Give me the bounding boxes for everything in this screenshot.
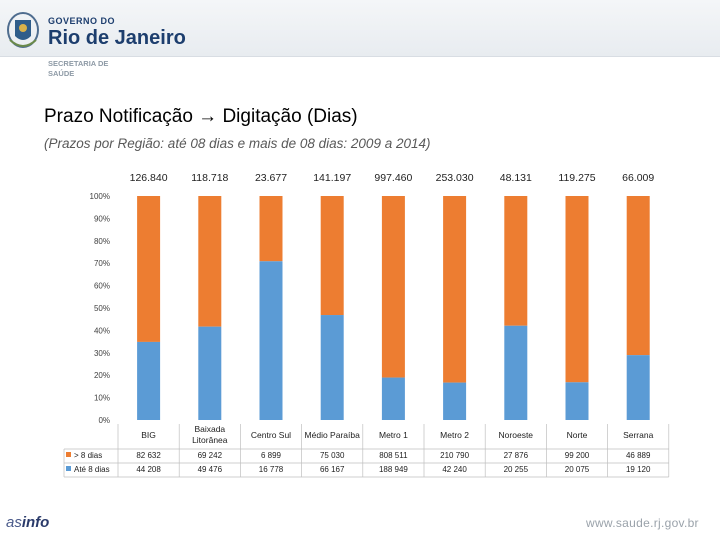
y-tick-label: 80%	[94, 237, 110, 246]
category-label: Centro Sul	[251, 430, 291, 440]
bar-up-to-8	[137, 341, 161, 420]
table-value-up-to-8: 42 240	[442, 465, 467, 474]
table-value-more-than-8: 27 876	[504, 451, 529, 460]
table-value-more-than-8: 6 899	[261, 451, 282, 460]
y-tick-label: 0%	[98, 416, 110, 425]
page-subtitle: (Prazos por Região: até 08 dias e mais d…	[44, 136, 431, 151]
total-label: 141.197	[313, 172, 351, 184]
bar-more-than-8	[259, 196, 283, 262]
asinfo-logo-a: as	[6, 514, 22, 531]
total-label: 66.009	[622, 172, 654, 184]
category-label: Serrana	[623, 430, 654, 440]
total-label: 118.718	[191, 172, 228, 184]
asinfo-logo-b: info	[21, 514, 50, 531]
state-coat-of-arms-icon	[7, 12, 39, 48]
table-value-more-than-8: 69 242	[198, 451, 223, 460]
category-label: Metro 2	[440, 430, 469, 440]
y-tick-label: 60%	[94, 282, 110, 291]
category-label: Noroeste	[499, 430, 534, 440]
category-label: Metro 1	[379, 430, 408, 440]
bar-up-to-8	[381, 377, 405, 420]
table-value-up-to-8: 16 778	[259, 465, 284, 474]
bar-up-to-8	[198, 326, 222, 420]
bar-more-than-8	[381, 196, 405, 378]
y-tick-label: 20%	[94, 371, 110, 380]
legend-swatch-up-to-8	[66, 466, 71, 471]
table-value-more-than-8: 99 200	[565, 451, 590, 460]
bar-more-than-8	[626, 196, 650, 356]
sec-line-1: SECRETARIA DE	[48, 59, 109, 68]
footer-url: www.saude.rj.gov.br	[586, 516, 699, 530]
table-value-up-to-8: 188 949	[379, 465, 408, 474]
asinfo-logo: asinfo	[6, 514, 49, 531]
category-label: Norte	[567, 430, 588, 440]
bar-up-to-8	[626, 355, 650, 420]
table-value-more-than-8: 808 511	[379, 451, 408, 460]
table-value-up-to-8: 19 120	[626, 465, 651, 474]
gov-line-1: GOVERNO DO	[48, 16, 116, 26]
total-label: 23.677	[255, 172, 287, 184]
category-label: BIG	[141, 430, 156, 440]
gov-line-2: Rio de Janeiro	[48, 27, 186, 49]
category-label: Baixada	[194, 424, 225, 434]
total-label: 126.840	[130, 172, 168, 184]
y-tick-label: 90%	[94, 214, 110, 223]
total-label: 119.275	[558, 172, 595, 184]
bar-more-than-8	[443, 196, 467, 383]
bar-more-than-8	[504, 196, 528, 326]
legend-swatch-more-than-8	[66, 452, 71, 457]
bar-more-than-8	[198, 196, 222, 327]
table-value-up-to-8: 20 255	[504, 465, 529, 474]
bar-up-to-8	[443, 382, 467, 420]
table-value-up-to-8: 20 075	[565, 465, 590, 474]
y-tick-label: 30%	[94, 349, 110, 358]
bar-up-to-8	[320, 315, 344, 420]
page-title: Prazo Notificação → Digitação (Dias)	[44, 106, 358, 127]
y-tick-label: 70%	[94, 259, 110, 268]
legend-label-more-than-8: > 8 dias	[74, 451, 102, 460]
sec-line-2: SAÚDE	[48, 69, 75, 78]
y-tick-label: 100%	[90, 192, 110, 201]
table-value-more-than-8: 82 632	[136, 451, 161, 460]
y-tick-label: 50%	[94, 304, 110, 313]
category-label: Litorânea	[192, 435, 228, 445]
total-label: 48.131	[500, 172, 532, 184]
bar-more-than-8	[320, 196, 344, 316]
legend-label-up-to-8: Até 8 dias	[74, 465, 110, 474]
secretaria-label: SECRETARIA DE SAÚDE	[48, 59, 108, 79]
header-divider	[0, 56, 720, 57]
bar-up-to-8	[259, 261, 283, 420]
total-label: 997.460	[374, 172, 412, 184]
table-value-more-than-8: 210 790	[440, 451, 469, 460]
y-tick-label: 40%	[94, 326, 110, 335]
bar-more-than-8	[565, 196, 589, 383]
table-value-up-to-8: 66 167	[320, 465, 345, 474]
header-band	[0, 0, 720, 56]
total-label: 253.030	[436, 172, 474, 184]
category-label: Médio Paraíba	[305, 430, 361, 440]
table-value-up-to-8: 44 208	[136, 465, 161, 474]
bar-more-than-8	[137, 196, 161, 342]
bar-up-to-8	[565, 382, 589, 420]
table-value-more-than-8: 46 889	[626, 451, 651, 460]
bar-up-to-8	[504, 325, 528, 420]
y-tick-label: 10%	[94, 394, 110, 403]
table-value-up-to-8: 49 476	[198, 465, 223, 474]
table-value-more-than-8: 75 030	[320, 451, 345, 460]
